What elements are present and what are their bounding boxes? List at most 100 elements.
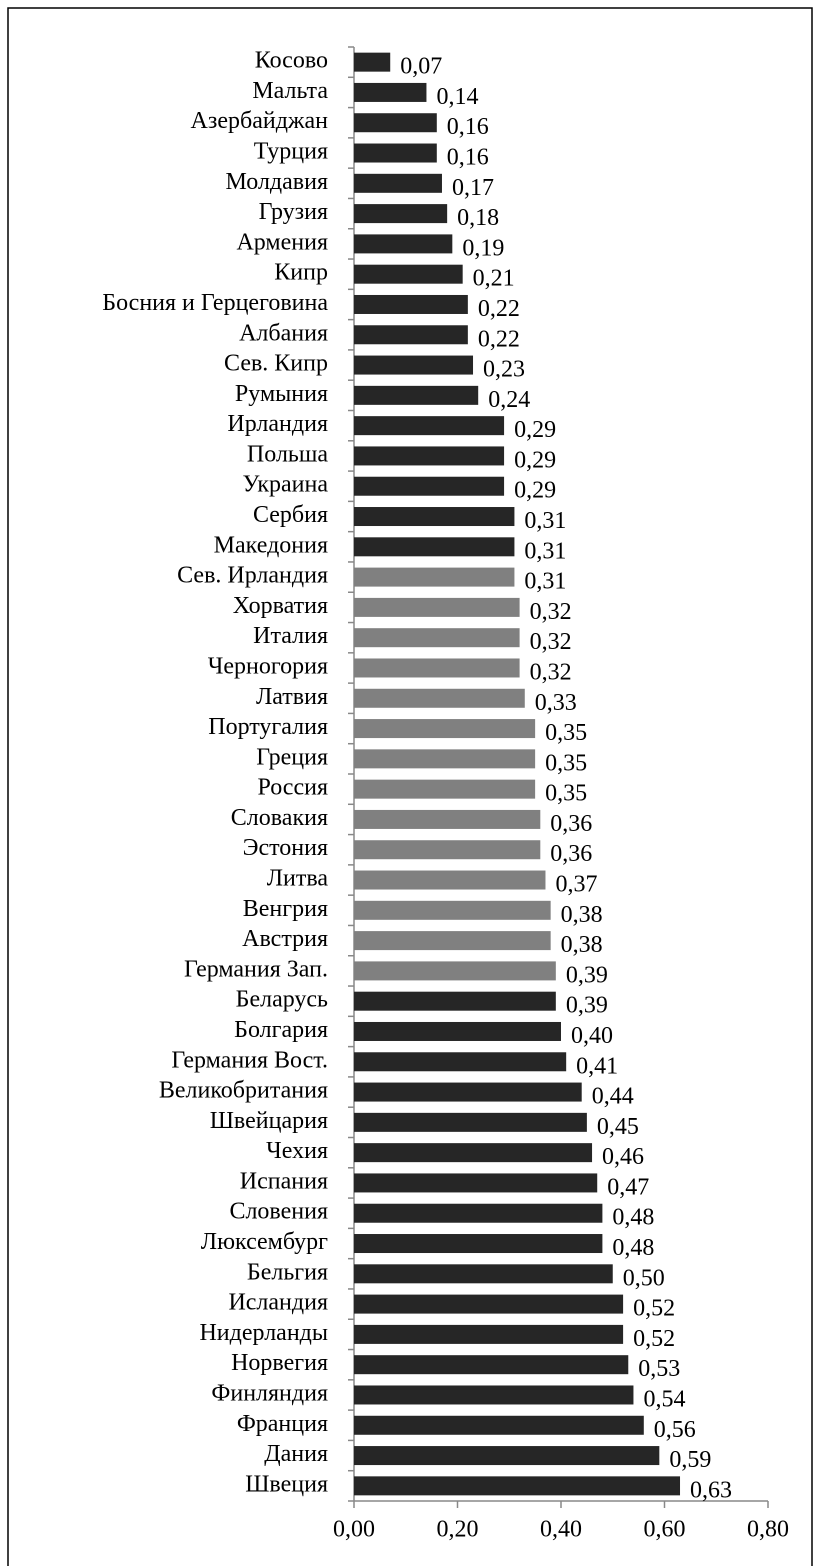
y-tick-label: Дания (264, 1441, 328, 1467)
y-tick-label: Албания (239, 320, 328, 346)
value-label: 0,31 (524, 538, 566, 564)
value-label: 0,52 (633, 1326, 675, 1352)
bar (354, 1203, 603, 1223)
bar (354, 1415, 644, 1435)
value-label: 0,45 (597, 1114, 639, 1140)
y-tick-label: Испания (240, 1168, 328, 1194)
bar (354, 1385, 634, 1405)
value-label: 0,29 (514, 478, 556, 504)
value-label: 0,35 (545, 781, 587, 807)
value-label: 0,21 (473, 266, 515, 292)
value-label: 0,47 (607, 1174, 649, 1200)
value-label: 0,38 (561, 902, 603, 928)
bar (354, 476, 505, 496)
y-tick-label: Босния и Герцеговина (102, 290, 328, 316)
y-tick-label: Болгария (234, 1017, 328, 1043)
y-tick-label: Турция (254, 139, 328, 165)
bar (354, 173, 442, 193)
y-tick-label: Беларусь (236, 987, 328, 1013)
y-tick-label: Мальта (252, 78, 328, 104)
value-label: 0,33 (535, 690, 577, 716)
bar (354, 900, 551, 920)
value-label: 0,54 (643, 1386, 685, 1412)
bar (354, 1082, 582, 1102)
y-tick-label: Кипр (274, 260, 328, 286)
y-tick-label: Россия (257, 775, 328, 801)
y-tick-label: Молдавия (226, 169, 328, 195)
y-tick-label: Великобритания (159, 1078, 328, 1104)
bar (354, 507, 515, 527)
y-tick-label: Латвия (256, 684, 328, 710)
y-tick-label: Сев. Ирландия (177, 563, 328, 589)
y-tick-label: Франция (237, 1411, 328, 1437)
bar (354, 264, 463, 284)
bar (354, 1021, 561, 1041)
bar (354, 991, 556, 1011)
bar (354, 628, 520, 648)
value-label: 0,36 (550, 841, 592, 867)
bar (354, 658, 520, 678)
y-tick-label: Косово (255, 48, 328, 74)
bar (354, 1052, 567, 1072)
value-label: 0,37 (555, 872, 597, 898)
y-tick-label: Германия Зап. (184, 956, 328, 982)
value-label: 0,35 (545, 720, 587, 746)
value-label: 0,23 (483, 357, 525, 383)
value-label: 0,50 (623, 1265, 665, 1291)
bar (354, 52, 391, 72)
frame (7, 7, 813, 1566)
value-label: 0,19 (462, 235, 504, 261)
value-label: 0,52 (633, 1296, 675, 1322)
bar (354, 931, 551, 951)
y-tick-label: Румыния (235, 381, 328, 407)
value-label: 0,16 (447, 114, 489, 140)
value-label: 0,32 (530, 629, 572, 655)
value-label: 0,29 (514, 447, 556, 473)
bar (354, 385, 479, 405)
value-label: 0,40 (571, 1023, 613, 1049)
bar (354, 1264, 613, 1284)
bar (354, 1112, 587, 1132)
value-label: 0,07 (400, 54, 442, 80)
value-label: 0,31 (524, 508, 566, 534)
y-tick-label: Литва (267, 866, 329, 892)
bar (354, 416, 505, 436)
y-tick-label: Венгрия (243, 896, 328, 922)
value-label: 0,48 (612, 1205, 654, 1231)
y-tick-label: Люксембург (201, 1229, 328, 1255)
y-tick-label: Польша (247, 441, 328, 467)
value-label: 0,46 (602, 1144, 644, 1170)
bar (354, 82, 427, 102)
x-tick-label: 0,00 (333, 1517, 375, 1543)
y-tick-label: Финляндия (211, 1380, 328, 1406)
y-tick-label: Азербайджан (191, 108, 329, 134)
y-tick-label: Словения (229, 1199, 328, 1225)
value-label: 0,44 (592, 1084, 634, 1110)
y-tick-label: Армения (236, 229, 328, 255)
value-label: 0,22 (478, 296, 520, 322)
value-label: 0,24 (488, 387, 530, 413)
bar (354, 870, 546, 890)
bar (354, 1143, 593, 1163)
bar (354, 143, 437, 163)
y-tick-label: Грузия (259, 199, 328, 225)
bar (354, 1446, 660, 1466)
y-tick-label: Черногория (208, 653, 328, 679)
x-tick-label: 0,80 (747, 1517, 789, 1543)
y-tick-label: Швейцария (210, 1108, 328, 1134)
value-label: 0,63 (690, 1477, 732, 1503)
y-tick-label: Германия Вост. (171, 1047, 328, 1073)
bar (354, 961, 556, 981)
bar (354, 446, 505, 466)
y-tick-label: Хорватия (233, 593, 328, 619)
value-label: 0,48 (612, 1235, 654, 1261)
value-label: 0,29 (514, 417, 556, 443)
y-tick-label: Словакия (231, 805, 328, 831)
bar (354, 749, 536, 769)
value-label: 0,53 (638, 1356, 680, 1382)
bar (354, 234, 453, 254)
y-tick-label: Австрия (242, 926, 328, 952)
bar (354, 1294, 624, 1314)
y-tick-label: Нидерланды (199, 1320, 328, 1346)
